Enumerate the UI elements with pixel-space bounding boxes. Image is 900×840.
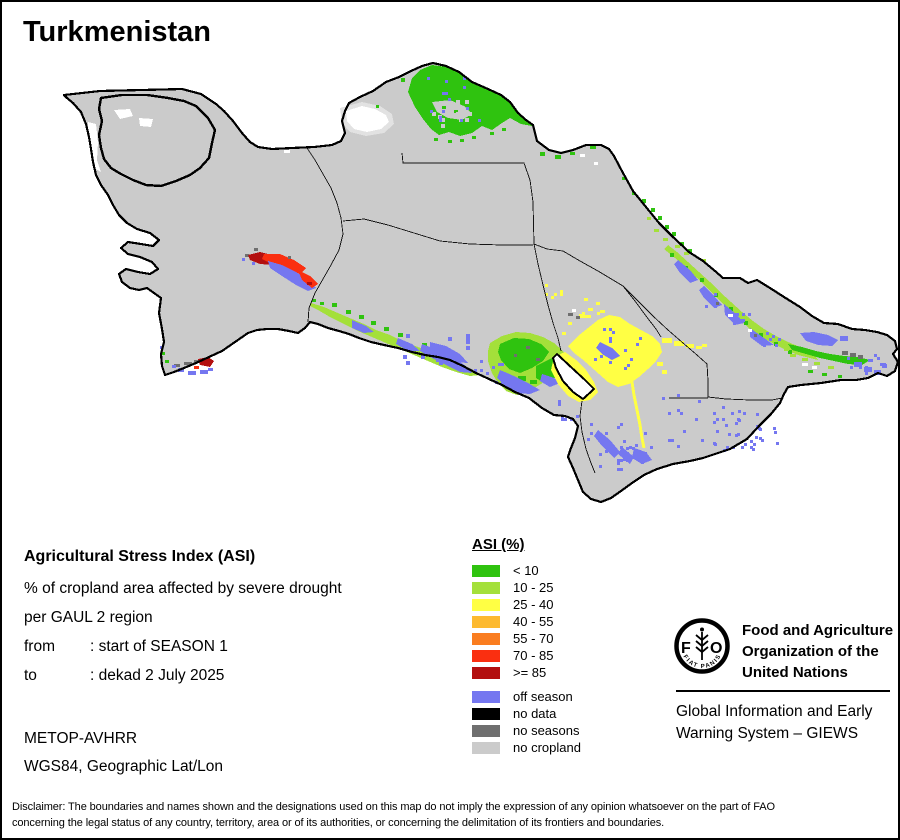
legend-swatch [472,690,500,703]
from-value: : start of SEASON 1 [90,638,228,655]
projection-label: WGS84, Geographic Lat/Lon [24,758,224,775]
legend-swatch [472,707,500,720]
sarygamysh-lake [340,102,394,136]
fao-logo: F O FIAT PANIS [674,618,730,674]
legend-item-label: 25 - 40 [513,597,554,612]
giews-line: Global Information and Early [676,703,873,720]
giews-label: Global Information and Early Warning Sys… [676,701,872,745]
map-caption-line2: per GAUL 2 region [24,609,153,626]
to-label: to [24,667,37,684]
legend-item: 25 - 40 [472,596,553,613]
caspian-shore-strip [87,122,101,172]
fao-org-line: United Nations [742,664,848,681]
legend-item: 40 - 55 [472,613,553,630]
legend-item-label: no cropland [513,740,581,755]
legend-swatch [472,632,500,645]
fao-org-line: Food and Agriculture [742,622,894,639]
map-region-tejen-oasis [488,332,566,395]
map-turkmenistan [62,61,898,504]
lagoon-salt-flats [114,109,153,127]
map-caption-heading: Agricultural Stress Index (ASI) [24,548,256,565]
legend-item-label: 40 - 55 [513,614,554,629]
legend-item: no seasons [472,722,581,739]
map-caption-from: from : start of SEASON 1 [24,638,228,656]
to-value: : dekad 2 July 2025 [90,667,225,684]
legend-swatch [472,741,500,754]
legend-asi: ASI (%) < 10 10 - 25 25 - 40 40 - 55 55 … [472,536,553,681]
kara-bogaz-gol-lagoon [99,95,215,186]
legend-item: no data [472,705,581,722]
map-admin-boundaries [306,147,783,474]
legend-item-label: 10 - 25 [513,580,554,595]
country-landmass [64,63,898,502]
map-region-balkan-stress-cluster [242,248,318,291]
legend-swatch [472,615,500,628]
legend-item-label: no data [513,706,557,721]
fao-org-name: Food and Agriculture Organization of the… [742,620,893,683]
brand-divider [676,690,890,692]
fao-org-line: Organization of the [742,643,879,660]
legend-item: >= 85 [472,664,553,681]
legend-item-label: >= 85 [513,665,547,680]
legend-item: 70 - 85 [472,647,553,664]
legend-item-label: 55 - 70 [513,631,554,646]
fao-logo-letter-o: O [710,640,722,657]
country-border [62,61,898,504]
map-caption-to: to : dekad 2 July 2025 [24,667,224,685]
page-title: Turkmenistan [23,16,212,48]
legend-swatch [472,598,500,611]
legend-title: ASI (%) [472,536,525,553]
legend-swatch [472,581,500,594]
legend-other-classes: off season no data no seasons no croplan… [472,688,581,756]
legend-item-label: 70 - 85 [513,648,554,663]
legend-item: 55 - 70 [472,630,553,647]
legend-item-label: off season [513,689,573,704]
legend-swatch [472,564,500,577]
giews-line: Warning System – GIEWS [676,725,859,742]
map-caption-line1: % of cropland area affected by severe dr… [24,580,342,597]
from-label: from [24,638,55,655]
disclaimer-line: concerning the legal status of any count… [12,817,665,829]
legend-item-label: no seasons [513,723,580,738]
disclaimer-line: Disclaimer: The boundaries and names sho… [12,801,775,813]
legend-item: off season [472,688,581,705]
wheat-ear-icon [695,632,709,660]
legend-item: 10 - 25 [472,579,553,596]
legend-swatch [472,724,500,737]
legend-item: no cropland [472,739,581,756]
serakhs-border-notch [551,352,596,401]
sensor-label: METOP-AVHRR [24,730,138,747]
legend-item-label: < 10 [513,563,539,578]
legend-item: < 10 [472,562,553,579]
legend-swatch [472,666,500,679]
legend-swatch [472,649,500,662]
disclaimer: Disclaimer: The boundaries and names sho… [12,799,892,831]
kara-bogaz-gol-shoreline [97,93,217,188]
fao-logo-letter-f: F [681,640,691,657]
